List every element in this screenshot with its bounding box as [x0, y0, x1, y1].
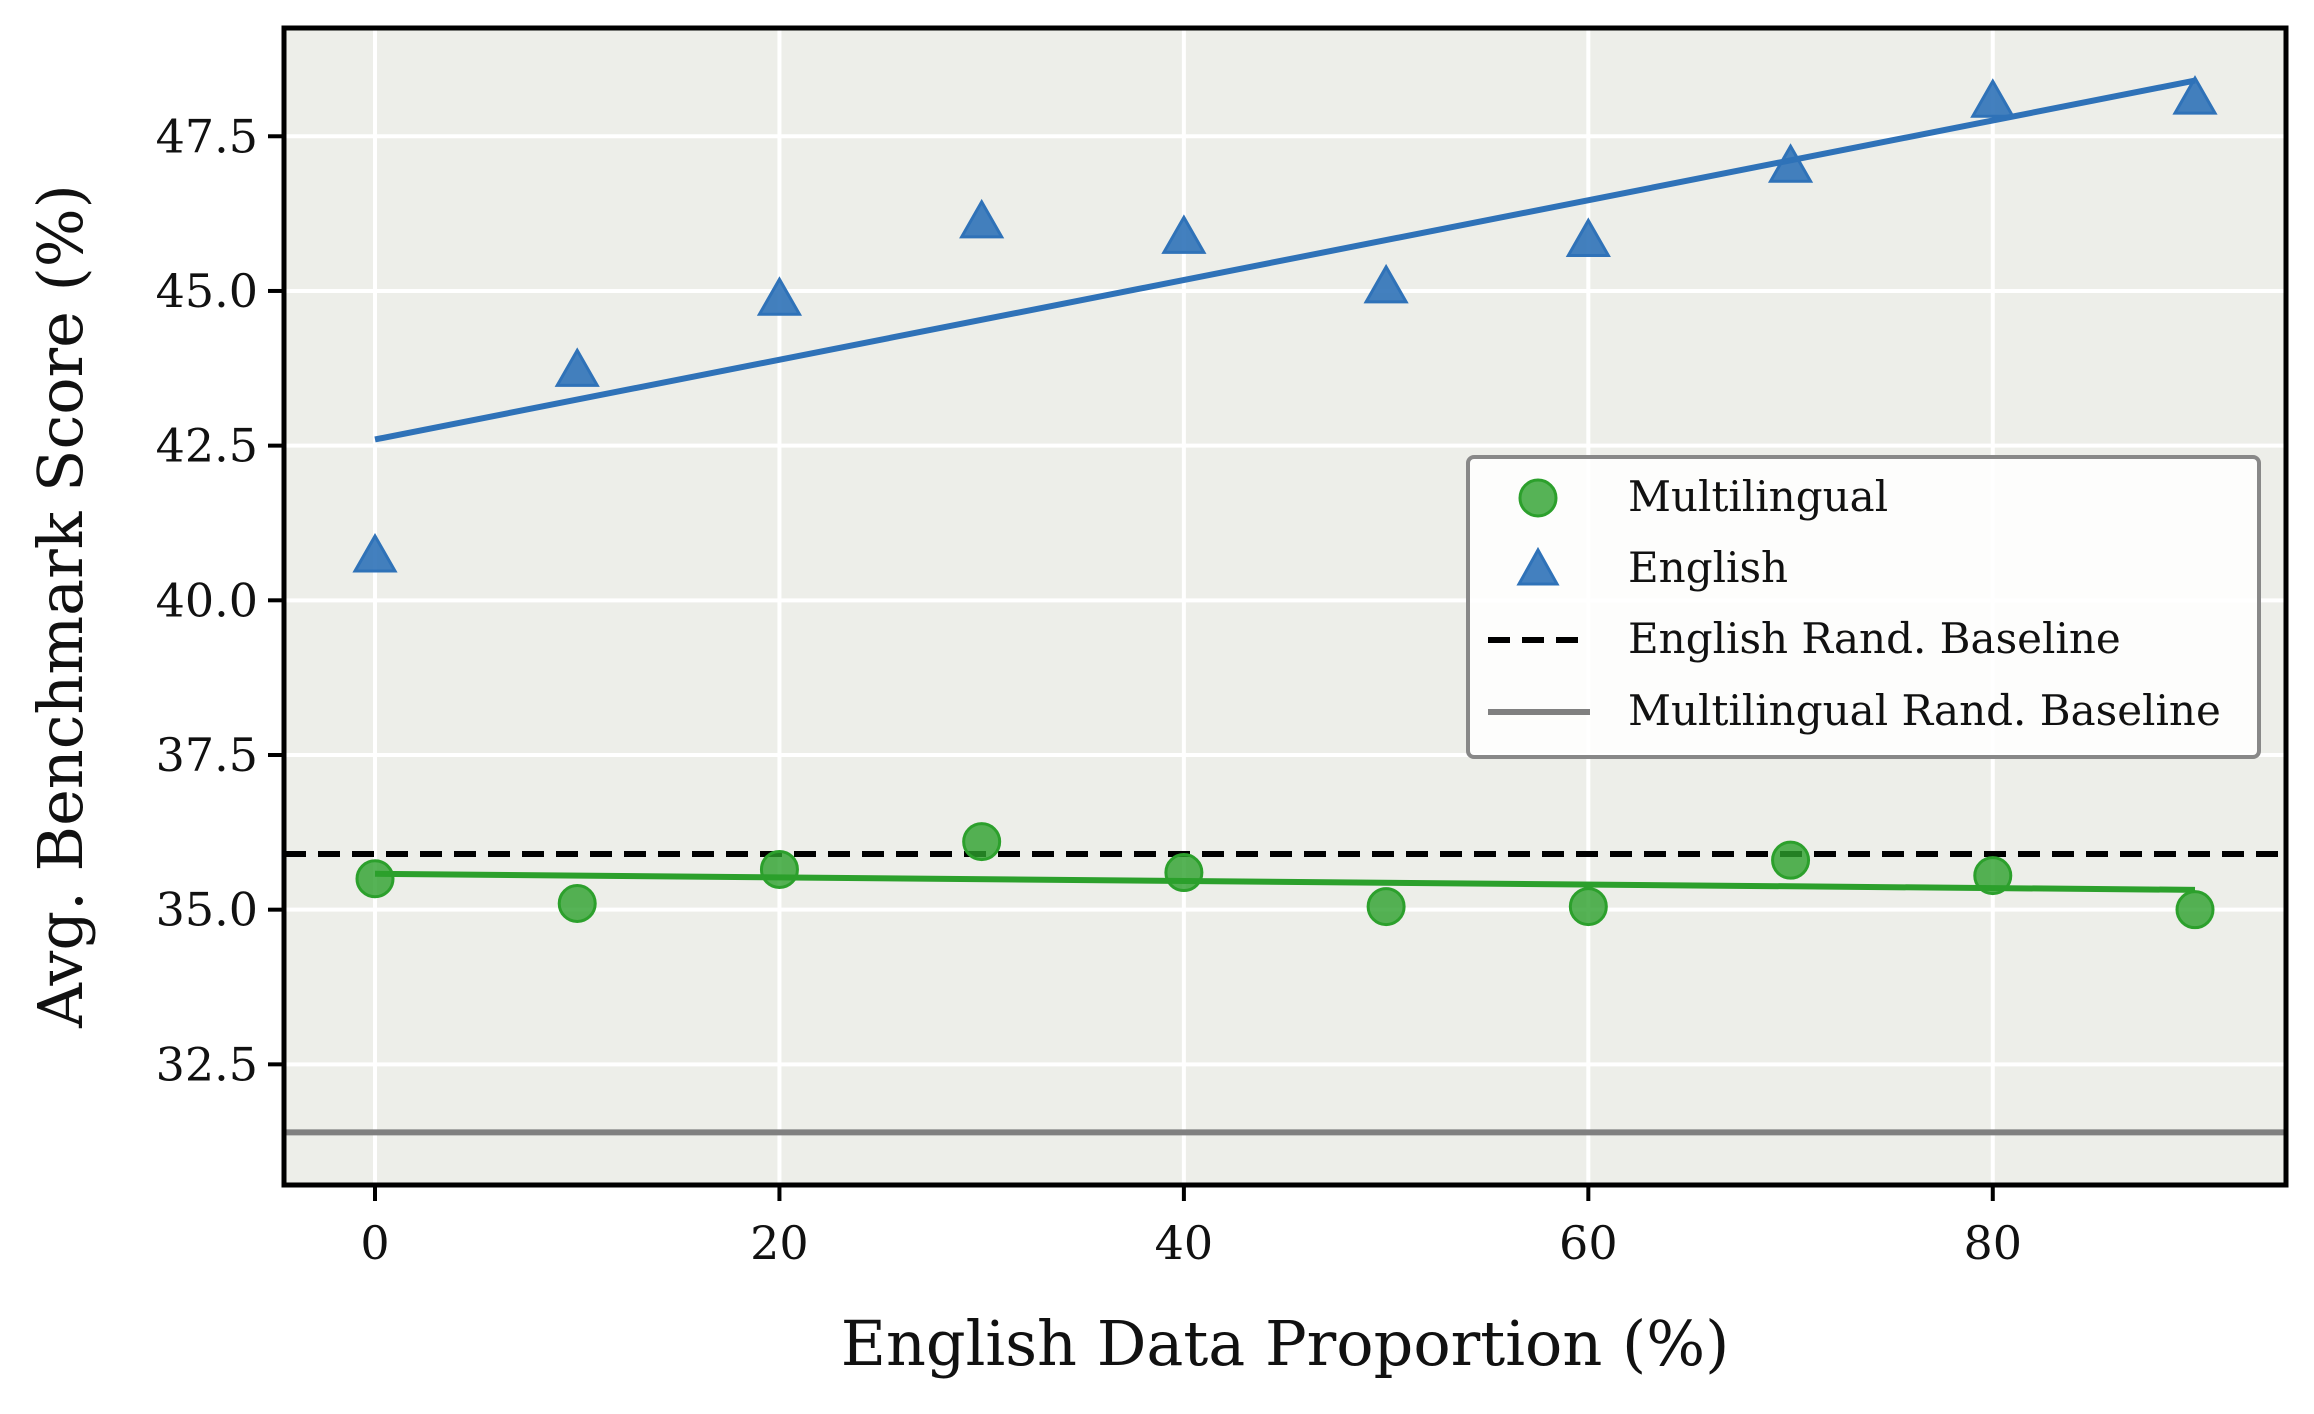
legend-marker-english: [1516, 546, 1560, 586]
legend-marker-multilingual: [1518, 478, 1558, 518]
english-point: [756, 276, 803, 316]
plot-frame: [281, 25, 2289, 1188]
english-point: [1767, 143, 1814, 183]
y-tick-label: 42.5: [156, 419, 258, 473]
multilingual-point: [962, 822, 1002, 862]
x-tick-label: 20: [750, 1216, 809, 1270]
y-axis-ticks: 32.5 35.0 37.5 40.0 42.5 45.0 47.5: [156, 109, 284, 1091]
english-point: [1363, 263, 1409, 304]
x-tick-label: 60: [1559, 1216, 1618, 1270]
multilingual-point: [1366, 887, 1406, 927]
y-tick-label: 47.5: [156, 109, 258, 163]
multilingual-point: [355, 859, 395, 899]
y-tick-label: 45.0: [156, 264, 258, 318]
y-tick-label: 37.5: [156, 728, 258, 782]
english-point: [959, 198, 1005, 239]
english-point: [1565, 217, 1611, 257]
multilingual-point: [1771, 840, 1811, 880]
legend-box: [1466, 455, 2261, 759]
legend-label-english-baseline: English Rand. Baseline: [1628, 614, 2121, 663]
english-point: [2172, 75, 2218, 115]
y-tick-label: 32.5: [156, 1037, 258, 1091]
fit-lines: [374, 77, 2196, 893]
multilingual-point: [1568, 887, 1608, 927]
legend-label-multilingual: Multilingual: [1628, 472, 1888, 521]
english-point: [1161, 214, 1207, 254]
english-point: [554, 347, 600, 387]
y-axis-label: Avg. Benchmark Score (%): [24, 184, 97, 1029]
x-axis-label: English Data Proportion (%): [841, 1307, 1730, 1380]
legend-label-multilingual-baseline: Multilingual Rand. Baseline: [1628, 686, 2221, 735]
x-tick-label: 80: [1964, 1216, 2023, 1270]
multilingual-point: [2175, 890, 2215, 930]
multilingual-point: [1973, 856, 2013, 896]
x-tick-label: 40: [1155, 1216, 1214, 1270]
y-tick-label: 40.0: [156, 573, 258, 627]
multilingual-point: [759, 849, 799, 889]
legend: Multilingual English English Rand. Basel…: [1466, 455, 2261, 759]
data-points: [352, 75, 2218, 930]
legend-label-english: English: [1628, 543, 1788, 592]
multilingual-fit-line: [374, 870, 2196, 893]
x-axis-ticks: 0 20 40 60 80: [360, 1185, 2022, 1270]
baselines: [284, 850, 2286, 1136]
x-tick-label: 0: [360, 1216, 389, 1270]
english-point: [1970, 78, 2016, 118]
multilingual-point: [557, 883, 597, 923]
english-fit-line: [374, 77, 2196, 443]
y-tick-label: 35.0: [156, 883, 258, 937]
english-point: [352, 532, 398, 573]
multilingual-point: [1164, 853, 1204, 893]
